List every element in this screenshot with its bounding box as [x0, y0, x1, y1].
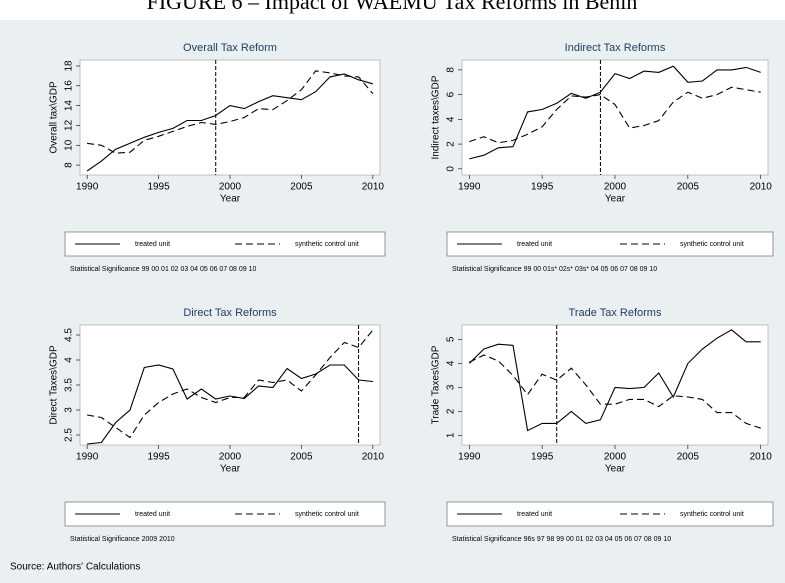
- x-tick-label: 1990: [76, 452, 99, 463]
- y-tick-label: 3: [64, 407, 75, 413]
- x-tick-label: 2010: [362, 182, 385, 193]
- legend-label: synthetic control unit: [680, 511, 744, 518]
- x-tick-label: 2010: [750, 452, 773, 463]
- plot-area: [79, 59, 381, 176]
- significance-note: Statistical Significance 99 00 01s* 02s*…: [452, 266, 657, 273]
- x-tick-label: 2000: [604, 182, 627, 193]
- x-tick-label: 2010: [750, 182, 773, 193]
- series-line: [469, 354, 761, 429]
- x-tick-label: 1995: [147, 452, 170, 463]
- x-axis-label: Year: [220, 464, 241, 475]
- y-tick-label: 3.5: [64, 378, 75, 392]
- series-line: [87, 364, 373, 445]
- page-title: FIGURE 6 – Impact of WAEMU Tax Reforms i…: [147, 0, 638, 14]
- panel-title: Indirect Tax Reforms: [565, 42, 666, 54]
- panel-title: Trade Tax Reforms: [569, 307, 662, 319]
- y-tick-label: 1: [446, 432, 457, 438]
- x-axis-label: Year: [220, 194, 241, 205]
- x-tick-label: 1990: [458, 182, 481, 193]
- y-tick-label: 0: [446, 166, 457, 172]
- y-tick-label: 2: [446, 408, 457, 414]
- series-line: [87, 70, 374, 154]
- y-tick-label: 2.5: [64, 428, 75, 442]
- significance-note: Statistical Significance 2009 2010: [70, 536, 175, 543]
- y-tick-label: 4: [446, 116, 457, 122]
- legend-label: treated unit: [517, 241, 552, 248]
- x-tick-label: 1995: [531, 452, 554, 463]
- panel-title: Direct Tax Reforms: [183, 307, 277, 319]
- source-note: Source: Authors' Calculations: [10, 562, 140, 573]
- significance-note: Statistical Significance 96s 97 98 99 00…: [452, 536, 671, 543]
- x-tick-label: 1995: [531, 182, 554, 193]
- y-tick-label: 8: [446, 67, 457, 73]
- y-tick-label: 2: [446, 141, 457, 147]
- y-axis-label: Direct Taxes\GDP: [49, 345, 60, 425]
- x-tick-label: 2005: [677, 452, 700, 463]
- x-tick-label: 2000: [219, 182, 242, 193]
- y-tick-label: 4: [64, 357, 75, 363]
- plot-area: [461, 324, 769, 446]
- y-axis-label: Overall tax\GDP: [49, 81, 60, 154]
- y-tick-label: 10: [64, 139, 75, 151]
- series-line: [468, 329, 761, 432]
- y-tick-label: 12: [64, 119, 75, 131]
- y-axis-label: Indirect taxes\GDP: [431, 75, 442, 159]
- y-tick-label: 5: [446, 336, 457, 342]
- legend-label: treated unit: [135, 241, 170, 248]
- plot-area: [461, 59, 769, 176]
- series-line: [87, 329, 374, 439]
- x-tick-label: 2000: [219, 452, 242, 463]
- y-tick-label: 4.5: [64, 328, 75, 342]
- y-tick-label: 8: [64, 162, 75, 168]
- x-tick-label: 2010: [362, 452, 385, 463]
- x-tick-label: 2005: [677, 182, 700, 193]
- series-line: [469, 86, 761, 144]
- legend-label: synthetic control unit: [295, 511, 359, 518]
- legend-label: synthetic control unit: [680, 241, 744, 248]
- y-tick-label: 4: [446, 360, 457, 366]
- y-tick-label: 3: [446, 384, 457, 390]
- series-line: [469, 65, 761, 160]
- x-tick-label: 2005: [290, 452, 313, 463]
- legend-label: treated unit: [135, 511, 170, 518]
- y-tick-label: 6: [446, 91, 457, 97]
- y-axis-label: Trade Taxes\GDP: [431, 345, 442, 424]
- x-tick-label: 2005: [290, 182, 313, 193]
- y-tick-label: 14: [64, 100, 75, 112]
- significance-note: Statistical Significance 99 00 01 02 03 …: [70, 266, 257, 273]
- legend-label: treated unit: [517, 511, 552, 518]
- x-tick-label: 1990: [458, 452, 481, 463]
- x-axis-label: Year: [605, 194, 626, 205]
- series-line: [86, 73, 374, 172]
- x-tick-label: 2000: [604, 452, 627, 463]
- y-tick-label: 16: [64, 80, 75, 92]
- legend-label: synthetic control unit: [295, 241, 359, 248]
- x-axis-label: Year: [605, 464, 626, 475]
- panel-title: Overall Tax Reform: [183, 42, 277, 54]
- x-tick-label: 1990: [76, 182, 99, 193]
- x-tick-label: 1995: [147, 182, 170, 193]
- y-tick-label: 18: [64, 60, 75, 72]
- plot-area: [79, 324, 381, 446]
